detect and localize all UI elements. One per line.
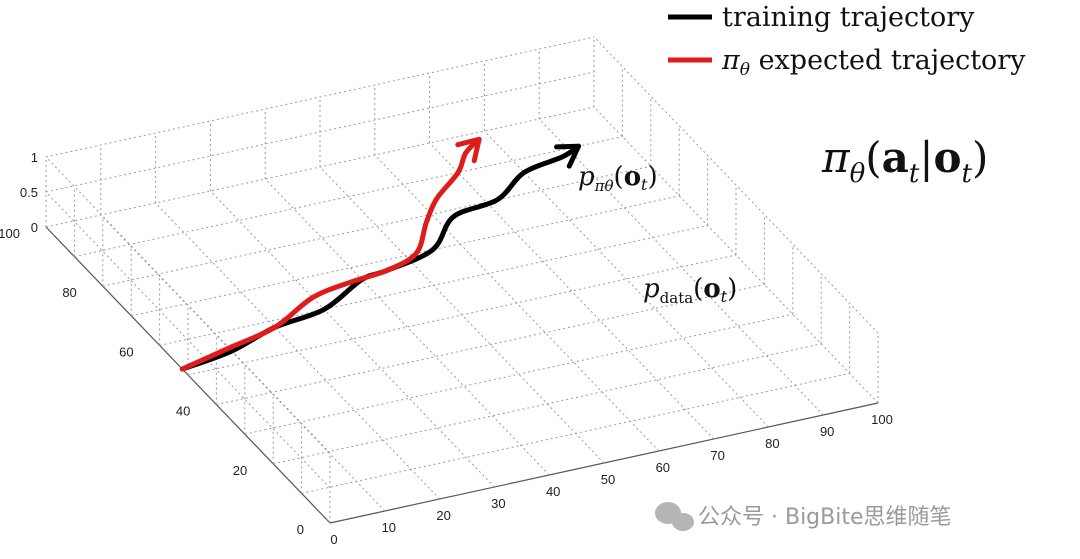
floor-grid-line bbox=[244, 313, 793, 435]
z-tick-label: 0 bbox=[31, 220, 38, 235]
floor-grid-line bbox=[538, 118, 824, 416]
floor-grid-line bbox=[102, 165, 651, 287]
watermark: 公众号 · BigBite思维随笔 bbox=[655, 502, 952, 531]
x-tick-label: 40 bbox=[546, 484, 560, 499]
x-tick-label: 90 bbox=[820, 424, 834, 439]
z-tick-label: 1 bbox=[31, 150, 38, 165]
tick-labels: 0 10 20 30 40 50 60 70 80 90 100 0 20 40 60 80 100 0 0.5 1 bbox=[0, 150, 893, 547]
y-tick-label: 20 bbox=[233, 463, 247, 478]
3d-grid bbox=[45, 36, 879, 524]
right-wall-grid-line bbox=[593, 36, 879, 334]
x-tick-label: 60 bbox=[656, 460, 670, 475]
floor-grid-line bbox=[484, 130, 769, 428]
z-tick-label: 0.5 bbox=[20, 185, 38, 200]
legend-label-expected: πθ expected trajectory bbox=[721, 45, 1026, 80]
floor-grid-line bbox=[273, 343, 822, 465]
annotation-black-trajectory: pdata(ot) bbox=[643, 274, 737, 307]
floor-grid-line bbox=[131, 195, 680, 317]
x-tick-label: 80 bbox=[765, 436, 779, 451]
training-trajectory-line bbox=[179, 143, 582, 372]
annotation-red-trajectory: pπθ(ot) bbox=[578, 162, 658, 195]
floor-grid-line bbox=[216, 284, 765, 406]
back-wall-grid-line bbox=[45, 71, 595, 193]
expected-trajectory-arrowhead bbox=[455, 136, 482, 164]
training-trajectory-arrowhead bbox=[554, 143, 582, 169]
y-tick-label: 60 bbox=[119, 344, 133, 359]
y-tick-label: 0 bbox=[297, 522, 304, 537]
left-wall-grid-line bbox=[45, 156, 331, 454]
floor-grid-line bbox=[374, 154, 660, 452]
legend-label-training: training trajectory bbox=[722, 2, 975, 33]
y-tick-label: 80 bbox=[62, 285, 76, 300]
expected-trajectory-line bbox=[179, 136, 482, 372]
x-tick-label: 10 bbox=[382, 520, 396, 535]
x-tick-label: 20 bbox=[436, 508, 450, 523]
x-tick-label: 100 bbox=[871, 412, 893, 427]
left-wall-grid-line bbox=[45, 191, 331, 489]
floor-grid-line bbox=[187, 254, 737, 376]
floor-grid-line bbox=[264, 178, 550, 476]
floor-grid-line bbox=[155, 202, 440, 500]
floor-grid-line bbox=[74, 136, 623, 258]
watermark-text: 公众号 · BigBite思维随笔 bbox=[698, 505, 952, 530]
x-tick-label: 30 bbox=[491, 496, 505, 511]
legend: training trajectory πθ expected trajecto… bbox=[668, 2, 1026, 80]
x-tick-label: 0 bbox=[330, 532, 337, 547]
floor-grid-line bbox=[159, 224, 708, 346]
floor-grid-line bbox=[429, 142, 714, 440]
y-tick-label: 100 bbox=[0, 226, 20, 241]
x-tick-label: 50 bbox=[601, 472, 615, 487]
y-tick-label: 40 bbox=[176, 404, 190, 419]
wechat-icon bbox=[655, 502, 694, 531]
trajectory-lines bbox=[179, 136, 582, 372]
back-wall-grid-line bbox=[45, 36, 595, 158]
x-tick-label: 70 bbox=[710, 448, 724, 463]
policy-formula: πθ(at|ot) bbox=[821, 133, 988, 189]
floor-grid-line bbox=[210, 190, 495, 488]
